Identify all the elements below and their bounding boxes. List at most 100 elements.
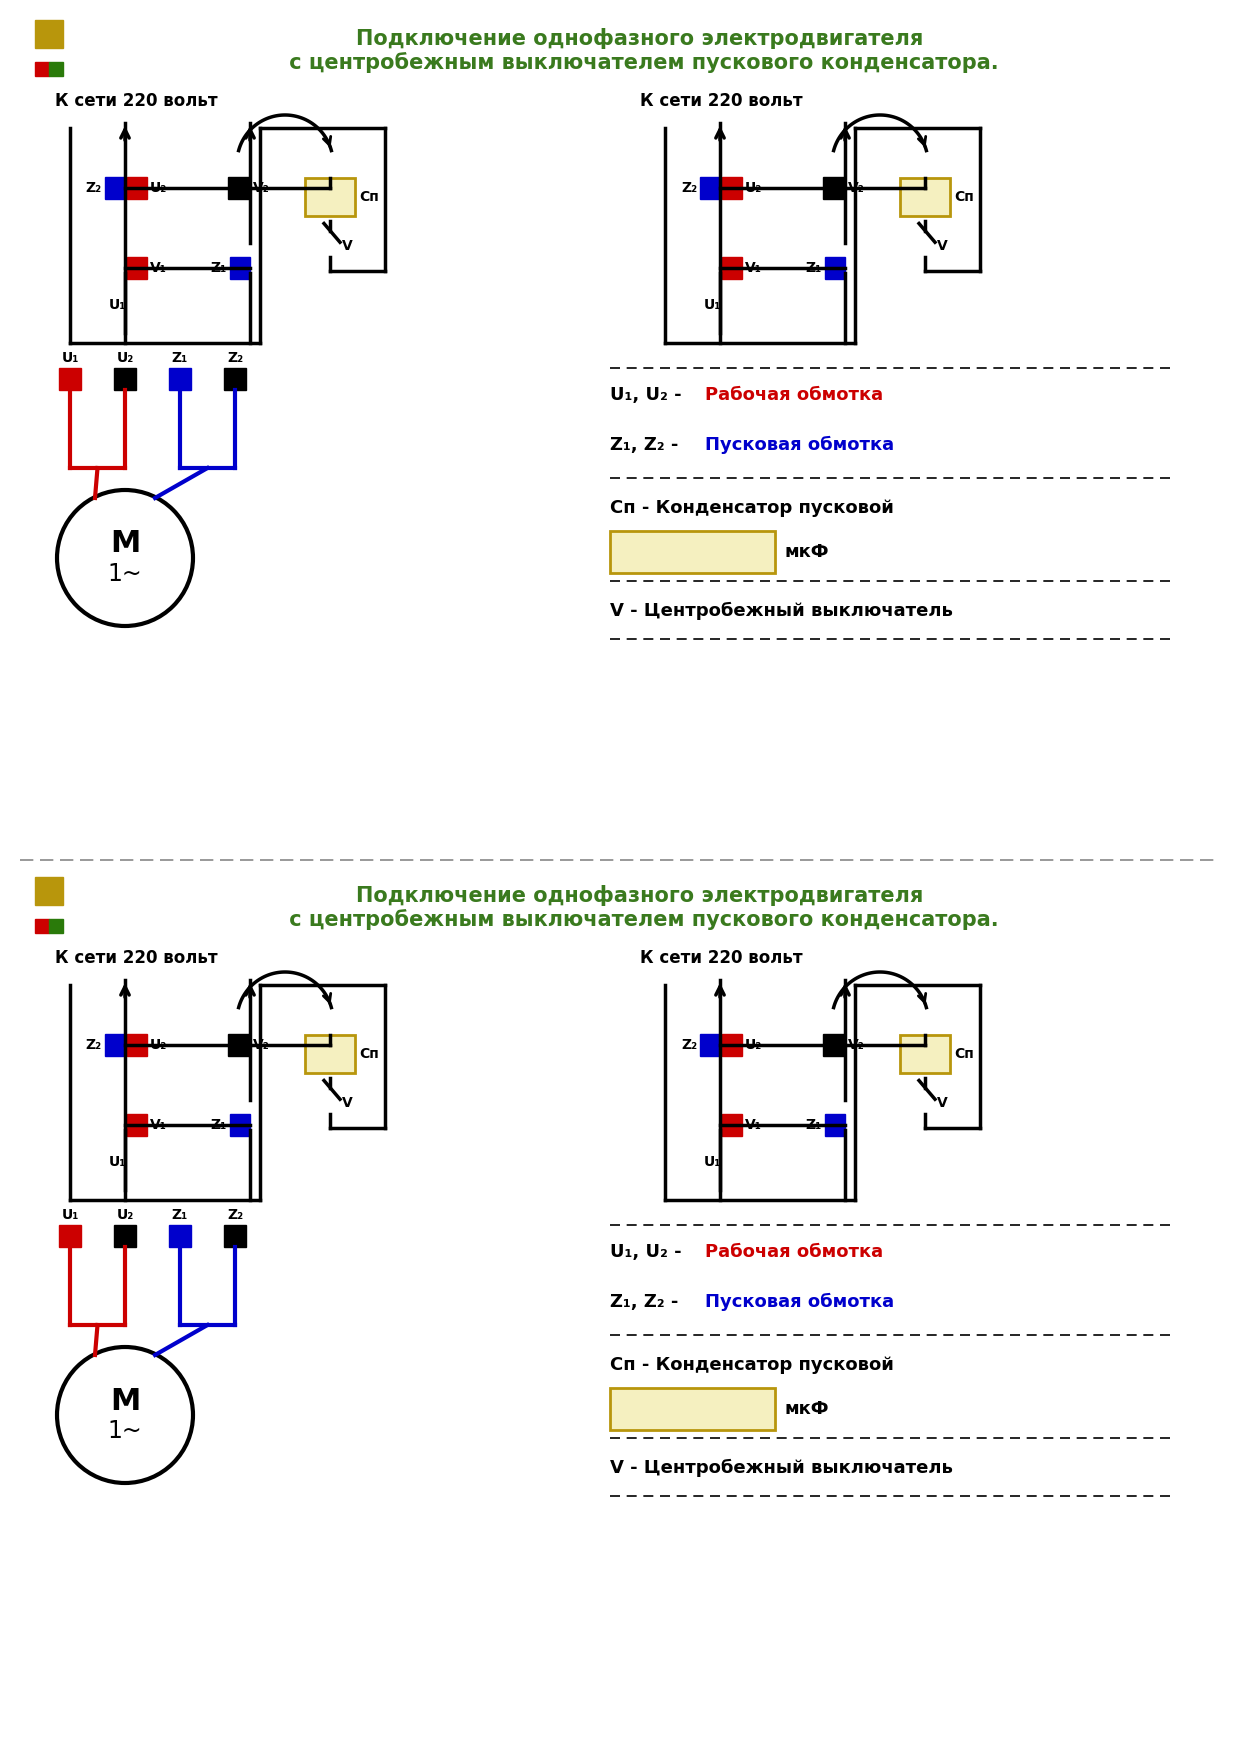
- Text: U₁: U₁: [108, 298, 125, 312]
- Bar: [825, 258, 844, 279]
- Text: V - Центробежный выключатель: V - Центробежный выключатель: [610, 1459, 952, 1477]
- Text: V: V: [937, 239, 947, 253]
- Text: Z₁: Z₁: [172, 351, 188, 365]
- Text: U₁: U₁: [703, 1154, 720, 1168]
- Text: U₂: U₂: [150, 1038, 167, 1052]
- Bar: [126, 258, 148, 279]
- Text: Рабочая обмотка: Рабочая обмотка: [706, 386, 883, 403]
- Text: Z₁: Z₁: [172, 1209, 188, 1223]
- Text: Подключение однофазного электродвигателя: Подключение однофазного электродвигателя: [356, 28, 924, 49]
- Text: Сп: Сп: [954, 189, 973, 203]
- Text: U₂: U₂: [745, 1038, 763, 1052]
- Bar: [229, 1114, 250, 1137]
- Text: U₁: U₁: [61, 1209, 78, 1223]
- Text: V₂: V₂: [848, 181, 864, 195]
- Bar: [224, 1224, 246, 1247]
- Text: U₁: U₁: [61, 351, 78, 365]
- Bar: [610, 1387, 775, 1430]
- Text: U₂: U₂: [117, 1209, 134, 1223]
- Text: Z₁: Z₁: [806, 261, 822, 275]
- Bar: [35, 919, 50, 933]
- Text: 1~: 1~: [108, 561, 143, 586]
- Text: Сп - Конденсатор пусковой: Сп - Конденсатор пусковой: [610, 498, 894, 517]
- Text: V - Центробежный выключатель: V - Центробежный выключатель: [610, 602, 952, 621]
- Text: Рабочая обмотка: Рабочая обмотка: [706, 1244, 883, 1261]
- Text: Z₁, Z₂ -: Z₁, Z₂ -: [610, 437, 684, 454]
- Text: Z₂: Z₂: [227, 1209, 243, 1223]
- Bar: [105, 177, 125, 198]
- Text: M: M: [110, 530, 140, 558]
- Text: V₁: V₁: [745, 261, 761, 275]
- Text: Z₂: Z₂: [681, 1038, 697, 1052]
- Text: V₂: V₂: [253, 181, 270, 195]
- Text: 1~: 1~: [108, 1419, 143, 1444]
- Text: V₁: V₁: [150, 261, 167, 275]
- Text: V₂: V₂: [848, 1038, 864, 1052]
- Bar: [126, 1114, 148, 1137]
- Bar: [823, 177, 844, 198]
- Text: Z₁: Z₁: [211, 1117, 227, 1131]
- Bar: [60, 368, 81, 389]
- Text: M: M: [110, 1386, 140, 1415]
- Text: К сети 220 вольт: К сети 220 вольт: [640, 949, 802, 966]
- Text: V: V: [937, 1096, 947, 1110]
- Bar: [60, 1224, 81, 1247]
- Text: Сп: Сп: [360, 1047, 378, 1061]
- Text: U₂: U₂: [117, 351, 134, 365]
- Bar: [169, 1224, 191, 1247]
- Text: К сети 220 вольт: К сети 220 вольт: [55, 91, 218, 111]
- Bar: [35, 61, 50, 75]
- Text: Пусковая обмотка: Пусковая обмотка: [706, 437, 894, 454]
- Text: Z₂: Z₂: [86, 181, 102, 195]
- Bar: [722, 1035, 742, 1056]
- Bar: [823, 1035, 844, 1056]
- Bar: [50, 61, 63, 75]
- Bar: [722, 177, 742, 198]
- Text: V₁: V₁: [745, 1117, 761, 1131]
- Bar: [114, 368, 136, 389]
- Bar: [825, 1114, 844, 1137]
- Text: Пусковая обмотка: Пусковая обмотка: [706, 1293, 894, 1310]
- Text: Z₂: Z₂: [681, 181, 697, 195]
- Bar: [900, 1035, 950, 1073]
- Bar: [35, 877, 63, 905]
- Text: Сп: Сп: [954, 1047, 973, 1061]
- Bar: [228, 1035, 250, 1056]
- Bar: [701, 1035, 720, 1056]
- Text: К сети 220 вольт: К сети 220 вольт: [640, 91, 802, 111]
- Text: U₁, U₂ -: U₁, U₂ -: [610, 386, 688, 403]
- Text: V: V: [342, 239, 352, 253]
- Text: V₁: V₁: [150, 1117, 167, 1131]
- Text: Сп - Конденсатор пусковой: Сп - Конденсатор пусковой: [610, 1356, 894, 1373]
- Bar: [126, 177, 148, 198]
- Text: К сети 220 вольт: К сети 220 вольт: [55, 949, 218, 966]
- Text: с центробежным выключателем пускового конденсатора.: с центробежным выключателем пускового ко…: [281, 53, 998, 74]
- Bar: [305, 1035, 355, 1073]
- Text: Подключение однофазного электродвигателя: Подключение однофазного электродвигателя: [356, 886, 924, 907]
- Text: U₂: U₂: [150, 181, 167, 195]
- Text: U₁: U₁: [703, 298, 720, 312]
- Text: с центробежным выключателем пускового конденсатора.: с центробежным выключателем пускового ко…: [281, 909, 998, 930]
- Bar: [114, 1224, 136, 1247]
- Text: Z₂: Z₂: [86, 1038, 102, 1052]
- Text: мкФ: мкФ: [785, 544, 830, 561]
- Bar: [105, 1035, 125, 1056]
- Bar: [224, 368, 246, 389]
- Bar: [701, 177, 720, 198]
- Bar: [229, 258, 250, 279]
- Bar: [228, 177, 250, 198]
- Bar: [900, 177, 950, 216]
- Text: V₂: V₂: [253, 1038, 270, 1052]
- Text: U₁, U₂ -: U₁, U₂ -: [610, 1244, 688, 1261]
- Text: мкФ: мкФ: [785, 1400, 830, 1417]
- Bar: [305, 177, 355, 216]
- Text: U₁: U₁: [108, 1154, 125, 1168]
- Text: V: V: [342, 1096, 352, 1110]
- Text: Сп: Сп: [360, 189, 378, 203]
- Text: Z₁: Z₁: [806, 1117, 822, 1131]
- Text: Z₁: Z₁: [211, 261, 227, 275]
- Bar: [722, 1114, 742, 1137]
- Text: Z₂: Z₂: [227, 351, 243, 365]
- Bar: [722, 258, 742, 279]
- Bar: [35, 19, 63, 47]
